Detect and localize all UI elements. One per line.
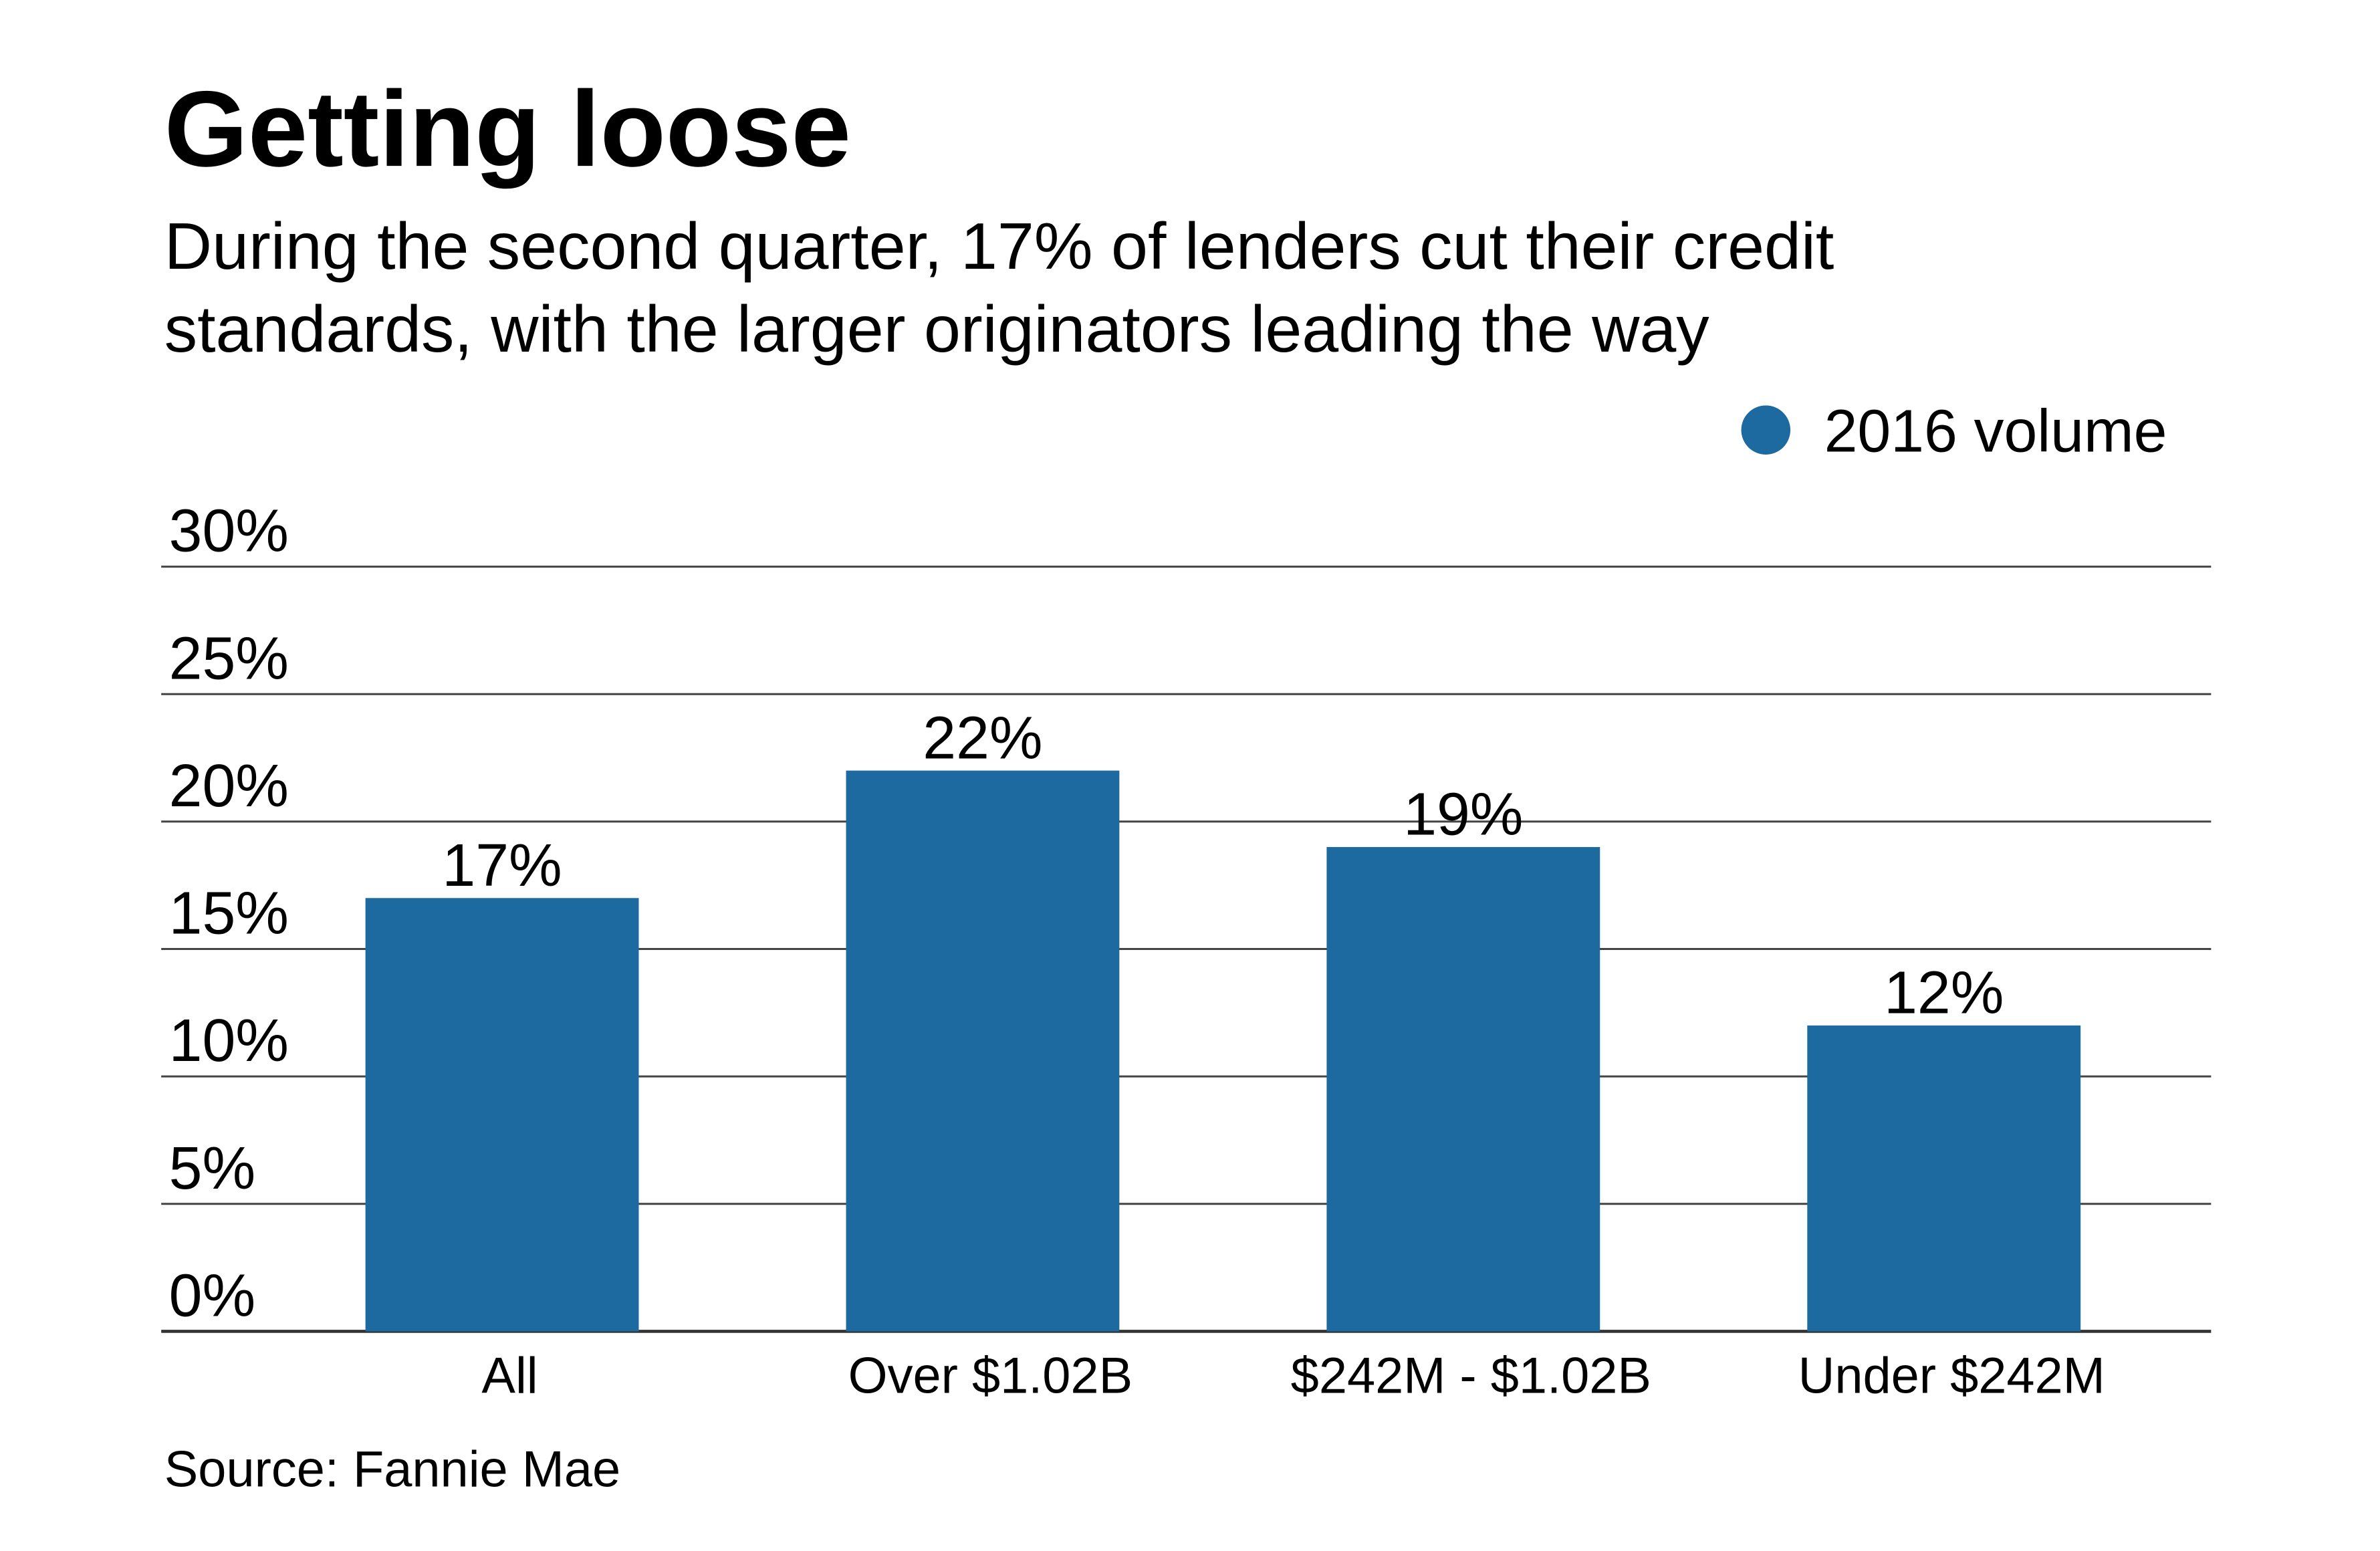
y-tick-label: 20% [169, 752, 289, 819]
x-tick-label: $242M - $1.02B [1291, 1347, 1651, 1404]
bar [1807, 1025, 2081, 1332]
bars [365, 770, 2081, 1332]
value-label: 19% [1403, 781, 1523, 848]
legend: 2016 volume [1741, 397, 2167, 464]
x-tick-label: Under $242M [1798, 1347, 2105, 1404]
value-label: 12% [1884, 959, 2004, 1026]
legend-marker [1741, 405, 1791, 455]
bar [1326, 847, 1600, 1332]
chart-title: Getting loose [164, 69, 851, 189]
y-tick-label: 30% [169, 497, 289, 564]
y-tick-label: 5% [169, 1135, 255, 1201]
x-axis-labels: All Over $1.02B $242M - $1.02B Under $242M [481, 1347, 2105, 1404]
y-tick-label: 0% [169, 1262, 255, 1328]
chart-subtitle-line-1: During the second quarter, 17% of lender… [164, 209, 1834, 283]
y-tick-label: 25% [169, 624, 289, 691]
value-label: 17% [442, 832, 562, 899]
source-note: Source: Fannie Mae [164, 1441, 620, 1498]
y-tick-label: 10% [169, 1007, 289, 1074]
bar [365, 898, 639, 1332]
value-label: 22% [923, 704, 1042, 771]
bar [846, 770, 1120, 1332]
value-labels: 17% 22% 19% 12% [442, 704, 2004, 1026]
legend-label: 2016 volume [1824, 397, 2167, 464]
chart-subtitle-line-2: standards, with the larger originators l… [164, 292, 1710, 366]
x-tick-label: Over $1.02B [848, 1347, 1133, 1404]
y-tick-label: 15% [169, 880, 289, 947]
y-axis-ticks: 0% 5% 10% 15% 20% 25% 30% [169, 497, 289, 1329]
x-tick-label: All [481, 1347, 538, 1404]
